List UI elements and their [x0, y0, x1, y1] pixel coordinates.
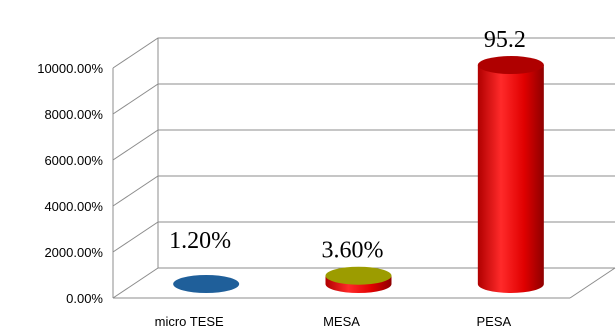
bar-body	[477, 65, 544, 293]
y-tick-label: 2000.00%	[44, 245, 103, 260]
bar-top	[173, 275, 240, 293]
x-axis-categories: micro TESE MESA PESA	[155, 314, 512, 329]
bar-mesa	[325, 266, 392, 293]
x-category-label: PESA	[476, 314, 511, 329]
y-tick-label: 0.00%	[66, 291, 103, 306]
bar-top	[325, 266, 392, 285]
y-tick-label: 6000.00%	[44, 153, 103, 168]
gridlines	[112, 37, 616, 299]
x-category-label: MESA	[323, 314, 360, 329]
bar-top	[477, 56, 544, 75]
y-tick-label: 10000.00%	[37, 61, 103, 76]
bars	[173, 56, 544, 293]
bar-micro-tese	[173, 275, 240, 293]
y-axis-ticks: 0.00% 2000.00% 4000.00% 6000.00% 8000.00% 100…	[37, 61, 103, 306]
x-category-label: micro TESE	[155, 314, 224, 329]
y-tick-label: 8000.00%	[44, 107, 103, 122]
bar-pesa	[477, 56, 544, 293]
floor-edge	[569, 267, 616, 299]
data-label: 1.20%	[169, 228, 231, 254]
data-labels: 1.20% 3.60% 95.2	[169, 27, 526, 264]
data-label: 3.60%	[322, 238, 384, 264]
y-tick-label: 4000.00%	[44, 199, 103, 214]
data-label: 95.2	[484, 27, 526, 53]
